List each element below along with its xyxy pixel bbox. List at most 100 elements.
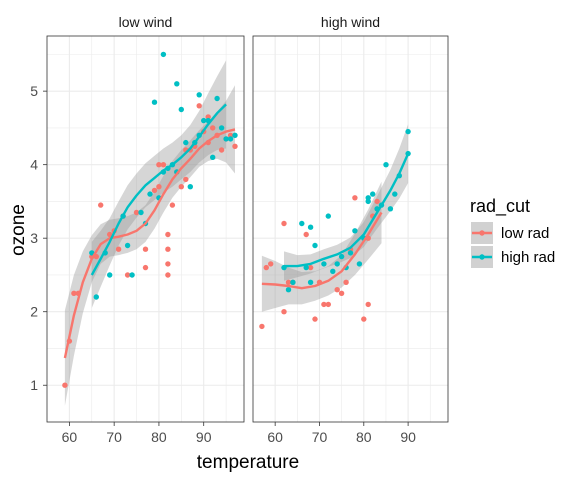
data-point-low-rad	[196, 103, 202, 109]
data-point-low-rad	[165, 246, 171, 252]
x-tick-label: 90	[400, 429, 416, 445]
legend-key-point	[479, 254, 485, 260]
data-point-high-rad	[325, 213, 331, 219]
data-point-low-rad	[142, 246, 149, 252]
y-axis-label: ozone	[8, 204, 29, 256]
x-tick-label: 90	[196, 429, 212, 445]
data-point-low-rad	[259, 323, 265, 330]
data-point-low-rad	[178, 184, 184, 190]
data-point-high-rad	[392, 191, 398, 197]
data-point-low-rad	[303, 231, 309, 238]
data-point-low-rad	[160, 162, 167, 168]
data-point-low-rad	[281, 220, 287, 227]
data-point-low-rad	[232, 143, 238, 149]
data-point-high-rad	[347, 250, 354, 256]
legend-label: high rad	[501, 249, 555, 266]
y-tick-label: 1	[30, 377, 38, 393]
data-point-high-rad	[89, 250, 95, 256]
data-point-low-rad	[62, 382, 68, 388]
data-point-low-rad	[98, 202, 104, 208]
smooth-line-high-rad	[284, 153, 410, 268]
data-point-high-rad	[129, 272, 135, 278]
data-point-high-rad	[290, 279, 296, 285]
x-tick-label: 80	[151, 429, 167, 445]
smooth-line-low-rad	[63, 128, 236, 359]
data-point-high-rad	[187, 184, 193, 190]
panel-background	[253, 36, 448, 422]
data-point-high-rad	[307, 279, 314, 285]
data-point-high-rad	[218, 125, 225, 131]
data-point-low-rad	[165, 261, 171, 267]
data-point-low-rad	[343, 279, 349, 285]
data-point-high-rad	[210, 154, 216, 160]
data-point-low-rad	[115, 246, 122, 252]
data-point-high-rad	[352, 228, 358, 234]
legend-item-low-rad: low rad	[471, 222, 549, 244]
data-point-low-rad	[263, 264, 269, 271]
data-point-high-rad	[196, 92, 202, 98]
panel-border	[252, 35, 449, 423]
data-point-low-rad	[205, 114, 211, 120]
data-point-low-rad	[307, 264, 314, 271]
data-point-low-rad	[374, 198, 380, 205]
x-tick-label: 80	[356, 429, 372, 445]
data-point-low-rad	[165, 231, 171, 238]
data-point-high-rad	[201, 117, 207, 124]
data-point-high-rad	[138, 209, 144, 216]
data-point-low-rad	[361, 316, 367, 322]
facet-label: high wind	[321, 14, 380, 30]
data-point-low-rad	[156, 184, 162, 190]
data-point-high-rad	[124, 242, 131, 249]
data-point-high-rad	[338, 253, 345, 260]
data-point-low-rad	[218, 147, 225, 153]
data-point-high-rad	[285, 287, 292, 293]
data-point-high-rad	[383, 162, 389, 168]
data-point-high-rad	[160, 51, 167, 58]
legend: rad_cut low rad high rad	[470, 196, 555, 268]
data-point-low-rad	[312, 316, 318, 322]
data-point-high-rad	[151, 99, 158, 105]
facet-panel-0: low wind 60 70 80 90 1 2 3 4 5	[30, 14, 245, 445]
data-point-low-rad	[268, 261, 274, 267]
data-point-low-rad	[151, 187, 158, 194]
data-point-high-rad	[147, 191, 153, 197]
legend-key-point	[479, 230, 485, 236]
x-axis-label: temperature	[197, 452, 299, 473]
data-point-high-rad	[303, 264, 309, 271]
y-tick-label: 3	[30, 230, 38, 246]
data-point-high-rad	[223, 136, 229, 142]
data-point-high-rad	[214, 95, 220, 102]
facet-label: low wind	[119, 14, 173, 30]
y-tick-label: 4	[30, 157, 38, 173]
legend-label: low rad	[501, 225, 549, 242]
panel-background	[47, 36, 244, 422]
data-point-low-rad	[124, 272, 131, 278]
data-point-low-rad	[156, 162, 162, 168]
data-point-high-rad	[178, 106, 184, 113]
data-point-low-rad	[281, 309, 287, 315]
data-point-high-rad	[93, 294, 100, 300]
confidence-band-low-rad	[261, 181, 382, 312]
data-point-high-rad	[330, 268, 336, 274]
smooth-line-low-rad	[261, 211, 383, 290]
x-tick-label: 70	[312, 429, 328, 445]
data-point-low-rad	[165, 272, 171, 278]
data-point-high-rad	[174, 81, 180, 87]
data-point-low-rad	[142, 264, 149, 271]
facets: low wind 60 70 80 90 1 2 3 4 5 high wind 60 70 80 90	[30, 14, 449, 445]
data-point-low-rad	[169, 202, 176, 208]
data-point-low-rad	[107, 231, 113, 238]
data-point-low-rad	[321, 301, 327, 308]
data-point-low-rad	[71, 290, 77, 296]
data-point-high-rad	[232, 132, 238, 138]
data-point-high-rad	[334, 261, 340, 267]
data-point-low-rad	[338, 290, 345, 296]
data-point-high-rad	[299, 220, 305, 227]
data-point-low-rad	[352, 195, 358, 201]
x-tick-label: 60	[62, 429, 78, 445]
panel-border	[46, 35, 245, 423]
data-point-high-rad	[370, 191, 376, 197]
data-point-high-rad	[405, 128, 411, 135]
facet-panel-1: high wind 60 70 80 90	[252, 14, 449, 445]
